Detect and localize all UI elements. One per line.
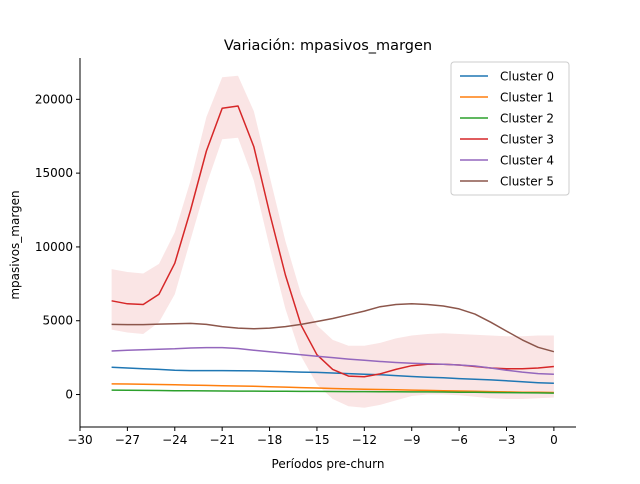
y-tick-label: 20000 (35, 92, 73, 106)
legend-frame (450, 61, 570, 196)
x-tick-label: −15 (304, 433, 329, 447)
x-tick-label: −3 (498, 433, 516, 447)
y-axis-label: mpasivos_margen (8, 190, 22, 299)
x-tick-label: −27 (115, 433, 140, 447)
y-tick-label: 10000 (35, 240, 73, 254)
legend: Cluster 0 Cluster 1 Cluster 2 Cluster 3 Clus… (450, 61, 570, 196)
series-lines (111, 105, 555, 394)
cluster-3-band (111, 75, 554, 408)
y-ticks: 0 5000 10000 15000 20000 (35, 92, 80, 402)
y-tick-label: 15000 (35, 166, 73, 180)
cluster-5-line (111, 303, 555, 353)
x-tick-label: −12 (352, 433, 377, 447)
x-tick-label: −18 (257, 433, 282, 447)
cluster-1-line (111, 383, 554, 394)
x-axis-label: Períodos pre-churn (272, 457, 385, 471)
x-tick-label: −9 (403, 433, 421, 447)
cluster-0-line (111, 366, 554, 385)
cluster-2-line (111, 389, 554, 394)
legend-label-cluster-3: Cluster 3 (500, 133, 554, 147)
x-tick-label: −24 (162, 433, 187, 447)
legend-label-cluster-1: Cluster 1 (500, 91, 554, 105)
x-tick-label: 0 (550, 433, 558, 447)
y-tick-label: 0 (65, 388, 73, 402)
x-tick-label: −6 (450, 433, 468, 447)
legend-label-cluster-5: Cluster 5 (500, 175, 554, 189)
legend-label-cluster-2: Cluster 2 (500, 112, 554, 126)
y-tick-label: 5000 (42, 314, 73, 328)
legend-label-cluster-4: Cluster 4 (500, 154, 554, 168)
x-ticks: −30 −27 −24 −21 −18 −15 −12 −9 −6 −3 0 (67, 427, 558, 447)
x-tick-label: −30 (67, 433, 92, 447)
confidence-bands (111, 75, 554, 408)
legend-label-cluster-0: Cluster 0 (500, 70, 554, 84)
x-tick-label: −21 (210, 433, 235, 447)
chart-title: Variación: mpasivos_margen (224, 38, 432, 54)
cluster-4-line (111, 346, 554, 375)
axes (79, 58, 576, 428)
